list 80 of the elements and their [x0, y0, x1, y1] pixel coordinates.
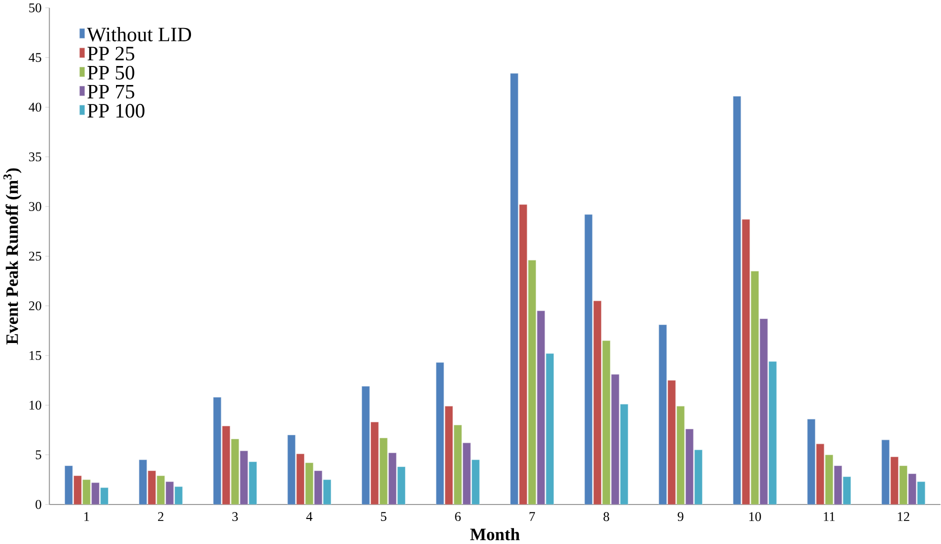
x-tick-label: 1 [84, 512, 90, 522]
bar [82, 480, 91, 505]
bar [510, 73, 518, 505]
y-tick-label: 20 [29, 302, 42, 310]
bar [611, 374, 620, 505]
bar [91, 482, 100, 505]
bar [240, 450, 248, 505]
y-tick-label: 15 [30, 351, 42, 360]
y-axis-title: Event Peak Runoff (m$^{3}$) [3, 168, 22, 345]
bar [230, 438, 240, 505]
bar [768, 361, 777, 505]
y-tick-label: 40 [28, 102, 42, 112]
bar [64, 466, 73, 505]
bar [436, 362, 444, 505]
bar [536, 310, 546, 505]
bar [685, 429, 694, 505]
bar [750, 271, 759, 505]
bar [397, 466, 406, 505]
bar [842, 476, 851, 505]
bar [816, 444, 824, 505]
y-tick-label: 10 [30, 400, 42, 410]
y-tick-label: 50 [29, 4, 42, 12]
bar [676, 406, 685, 505]
bar [528, 260, 536, 505]
bar [584, 214, 593, 505]
bar [305, 462, 314, 505]
bar [362, 386, 370, 505]
bar [917, 482, 926, 505]
bar [732, 96, 742, 505]
legend-label: PP 100 [88, 104, 144, 118]
bar [834, 466, 842, 505]
bar [314, 470, 322, 505]
bar [825, 454, 834, 505]
bar [166, 482, 174, 505]
bar [454, 425, 462, 505]
x-tick-label: 9 [678, 512, 684, 522]
bar [138, 460, 148, 505]
x-tick-label: 12 [898, 512, 910, 522]
bar [462, 442, 471, 505]
legend-label: PP 25 [88, 46, 134, 61]
x-tick-label: 3 [232, 512, 238, 522]
bar [472, 460, 480, 505]
y-tick-label: 25 [29, 252, 42, 261]
bar [881, 440, 890, 505]
bar [602, 340, 610, 505]
bar [519, 204, 528, 505]
x-axis-title: Month [470, 528, 520, 540]
bar [287, 434, 296, 505]
x-tick-label: 8 [604, 512, 610, 522]
y-tick-label: 5 [36, 450, 42, 460]
bar [323, 480, 332, 505]
bar [156, 476, 165, 505]
bar [620, 404, 628, 505]
bar [658, 324, 667, 505]
x-tick-label: 2 [158, 512, 164, 522]
bar [248, 462, 257, 505]
bar [694, 450, 702, 505]
bar [908, 474, 916, 505]
bar [546, 354, 554, 505]
bar [174, 486, 183, 505]
bar [807, 419, 816, 505]
bar [100, 488, 108, 505]
bar [899, 466, 908, 505]
bar [213, 397, 222, 505]
y-tick-label: 30 [29, 202, 42, 212]
x-tick-label: 11 [824, 512, 835, 522]
x-tick-label: 5 [381, 512, 386, 522]
x-tick-label: 6 [455, 512, 461, 522]
bar [388, 452, 397, 505]
x-tick-label: 10 [749, 512, 761, 522]
legend-label: PP 75 [88, 85, 134, 99]
y-tick-label: 45 [28, 53, 42, 62]
bar [379, 438, 388, 505]
legend-label: PP 50 [88, 66, 134, 80]
x-tick-label: 7 [530, 512, 535, 522]
y-tick-label: 35 [29, 152, 42, 162]
legend-label: Without LID [86, 27, 192, 42]
x-tick-label: 4 [306, 512, 312, 522]
y-tick-label: 0 [36, 500, 42, 510]
bar [760, 318, 768, 505]
